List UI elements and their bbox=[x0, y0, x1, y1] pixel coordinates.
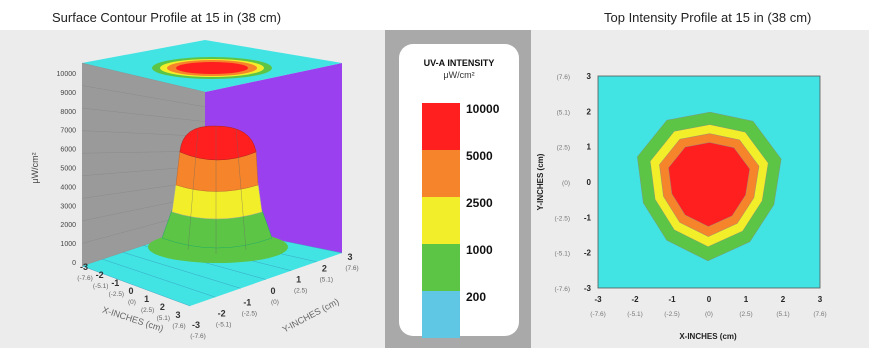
z-tick-label: 10000 bbox=[57, 71, 77, 78]
x-tick-label: 1 bbox=[144, 294, 149, 304]
y-tick-label: 3 bbox=[347, 252, 352, 262]
floor-grid-line bbox=[81, 265, 191, 307]
wall-grid-line bbox=[81, 85, 206, 107]
legend-value-5000: 5000 bbox=[466, 149, 493, 163]
legend-band-5000 bbox=[422, 150, 460, 197]
x-tick-cm-label: (-5.1) bbox=[93, 283, 109, 290]
z-tick-label: 6000 bbox=[60, 147, 76, 154]
x-tick-label: -3 bbox=[80, 262, 88, 272]
x-tick-label: -1 bbox=[111, 278, 119, 288]
x-tick-cm-label: (-7.6) bbox=[77, 275, 93, 282]
x-tick-label: -2 bbox=[96, 270, 104, 280]
z-tick-label: 7000 bbox=[60, 128, 76, 135]
x-axis-label: X-INCHES (cm) bbox=[101, 305, 164, 334]
top-contour-10000 bbox=[176, 62, 248, 74]
y-tick-label: 2 bbox=[322, 263, 327, 273]
legend-band-200 bbox=[422, 291, 460, 338]
x-tick-cm-label: (5.1) bbox=[157, 315, 170, 322]
y-tick-label: -2 bbox=[218, 309, 226, 319]
y-tick-label: -3 bbox=[192, 320, 200, 330]
legend-card: UV-A INTENSITY μW/cm² 10000 5000 2500 10… bbox=[399, 44, 519, 338]
legend-value-200: 200 bbox=[466, 290, 487, 304]
wall-grid-line bbox=[81, 130, 206, 137]
surface-chart: 0100020003000400050006000700080009000100… bbox=[30, 40, 359, 340]
contour-chart-panel bbox=[531, 30, 869, 348]
x-tick-cm-label: (7.6) bbox=[172, 323, 185, 330]
z-tick-label: 0 bbox=[72, 260, 76, 267]
wall-grid-line bbox=[81, 62, 206, 93]
z-tick-label: 8000 bbox=[60, 109, 76, 116]
floor-grid-line bbox=[122, 252, 241, 289]
y-tick-cm-label: (5.1) bbox=[320, 276, 333, 283]
z-axis-label: μW/cm² bbox=[30, 152, 40, 183]
y-tick-cm-label: (-5.1) bbox=[216, 322, 232, 329]
cone-band-10000 bbox=[179, 125, 257, 161]
x-tick-label: 0 bbox=[128, 286, 133, 296]
right-chart-title: Top Intensity Profile at 15 in (38 cm) bbox=[604, 10, 812, 25]
legend-title: UV-A INTENSITY bbox=[423, 58, 495, 68]
left-chart-title: Surface Contour Profile at 15 in (38 cm) bbox=[52, 10, 282, 25]
y-tick-label: 0 bbox=[270, 286, 275, 296]
y-tick-cm-label: (7.6) bbox=[345, 265, 358, 272]
z-tick-label: 1000 bbox=[60, 241, 76, 248]
z-tick-label: 3000 bbox=[60, 203, 76, 210]
legend-unit: μW/cm² bbox=[443, 70, 475, 80]
legend-value-10000: 10000 bbox=[466, 102, 500, 116]
floor-grid-line bbox=[102, 258, 216, 298]
y-tick-cm-label: (0) bbox=[271, 299, 279, 306]
legend-value-2500: 2500 bbox=[466, 196, 493, 210]
z-tick-label: 4000 bbox=[60, 184, 76, 191]
legend-band-1000 bbox=[422, 244, 460, 291]
z-tick-label: 5000 bbox=[60, 166, 76, 173]
x-tick-cm-label: (2.5) bbox=[141, 307, 154, 314]
y-tick-label: -1 bbox=[243, 297, 251, 307]
x-tick-cm-label: (0) bbox=[128, 299, 136, 306]
x-tick-label: 2 bbox=[160, 302, 165, 312]
legend-band-2500 bbox=[422, 197, 460, 244]
wall-grid-line bbox=[81, 107, 206, 122]
legend-value-1000: 1000 bbox=[466, 243, 493, 257]
x-tick-cm-label: (-2.5) bbox=[109, 291, 125, 298]
y-axis-label: Y-INCHES (cm) bbox=[281, 296, 341, 334]
y-tick-label: 1 bbox=[296, 275, 301, 285]
y-tick-cm-label: (-7.6) bbox=[190, 333, 206, 340]
z-tick-label: 2000 bbox=[60, 222, 76, 229]
z-tick-label: 9000 bbox=[60, 90, 76, 97]
legend-band-10000 bbox=[422, 103, 460, 150]
y-tick-cm-label: (2.5) bbox=[294, 288, 307, 295]
x-tick-label: 3 bbox=[175, 310, 180, 320]
y-tick-cm-label: (-2.5) bbox=[242, 310, 258, 317]
